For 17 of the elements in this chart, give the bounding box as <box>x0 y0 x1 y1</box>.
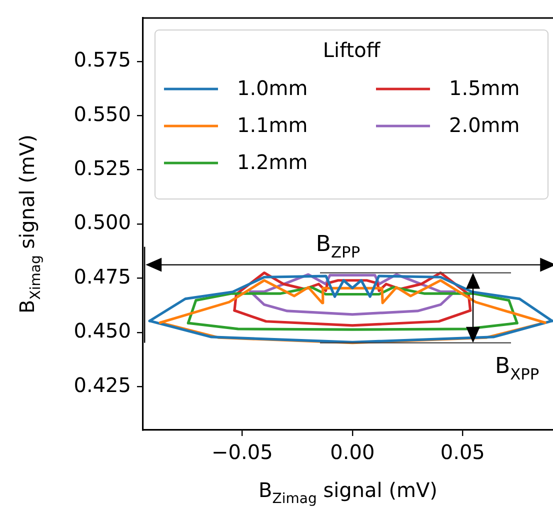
legend-label: 1.2mm <box>237 150 308 174</box>
y-tick-label: 0.475 <box>74 264 131 288</box>
legend-label: 1.0mm <box>237 76 308 100</box>
x-tick-label: −0.05 <box>212 440 273 464</box>
y-tick-label: 0.450 <box>74 318 131 343</box>
x-tick-label: 0.05 <box>440 440 485 464</box>
y-tick-label: 0.500 <box>74 210 131 234</box>
y-axis-title: BXimag signal (mV) <box>15 134 44 314</box>
legend-title: Liftoff <box>322 38 382 62</box>
legend-label: 2.0mm <box>449 113 520 138</box>
y-tick-label: 0.575 <box>74 48 131 72</box>
legend-label: 1.1mm <box>237 113 308 138</box>
y-tick-label: 0.425 <box>74 372 131 397</box>
legend-label: 1.5mm <box>449 76 520 100</box>
y-tick-label: 0.550 <box>74 102 131 126</box>
y-tick-label: 0.525 <box>74 156 131 180</box>
x-tick-label: 0.00 <box>330 440 375 464</box>
